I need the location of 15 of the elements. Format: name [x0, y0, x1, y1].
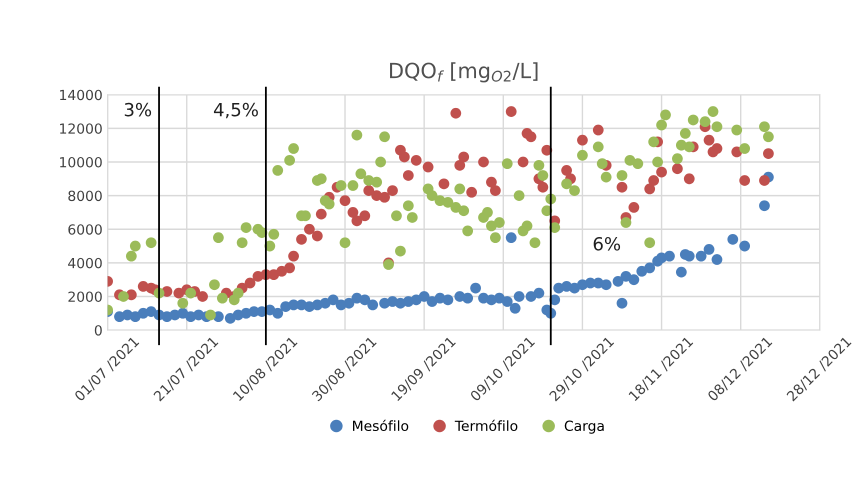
- legend-label: Mesófilo: [353, 420, 408, 432]
- ref-line-label: 6%: [594, 236, 620, 251]
- y-tick-label: 8000: [68, 190, 102, 202]
- legend-label: Carga: [564, 420, 604, 434]
- y-tick-label: 12000: [60, 123, 102, 134]
- y-tick-label: 10000: [60, 156, 102, 168]
- y-tick-label: 4000: [68, 258, 102, 268]
- y-tick-label: 14000: [60, 90, 102, 100]
- y-tick-label: 6000: [68, 224, 102, 235]
- y-tick-label: 0: [94, 325, 102, 336]
- ref-line-label: 4,5%: [214, 102, 258, 118]
- y-tick-label: 2000: [68, 291, 102, 302]
- legend-label: Termófilo: [454, 420, 518, 432]
- ref-line-label: 3%: [124, 102, 152, 116]
- chart-title: DQO$_{f}$ [mg$_{O2}$/L]: [390, 62, 538, 82]
